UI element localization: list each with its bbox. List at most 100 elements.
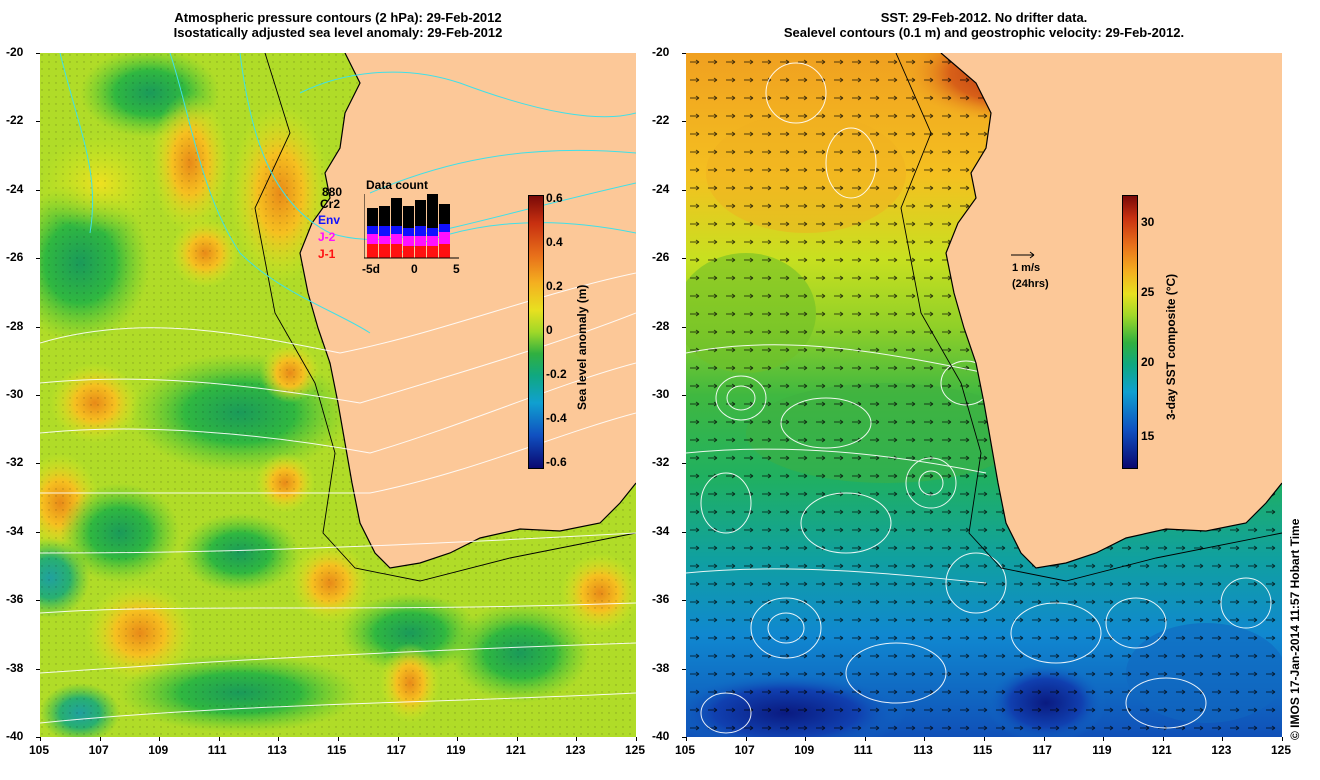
data-count-bar-segment xyxy=(427,236,438,246)
x-tick-mark xyxy=(397,737,399,741)
data-count-bar-segment xyxy=(427,228,438,236)
x-tick-label: 107 xyxy=(88,743,109,757)
x-tick-mark xyxy=(924,737,926,741)
x-tick-mark xyxy=(1103,737,1105,741)
y-tick-mark xyxy=(682,737,686,738)
x-tick-label: 111 xyxy=(207,743,227,757)
x-tick-mark xyxy=(40,737,41,741)
y-tick-label: -28 xyxy=(652,318,670,333)
data-count-bar-segment xyxy=(391,244,402,258)
y-tick-label: -30 xyxy=(652,387,670,401)
y-tick-label: -38 xyxy=(652,660,670,675)
colorbar-tick-label: -0.6 xyxy=(546,455,567,469)
x-tick-label: 115 xyxy=(973,743,993,757)
x-tick-mark xyxy=(1282,737,1283,741)
y-tick-label: -32 xyxy=(6,455,24,470)
y-tick-label: -40 xyxy=(6,729,24,743)
x-tick-label: 115 xyxy=(327,743,347,757)
data-count-title: Data count xyxy=(366,178,429,192)
data-count-bar-segment xyxy=(415,200,426,226)
data-count-bar-segment xyxy=(367,226,378,234)
x-tick-label: 119 xyxy=(446,743,466,757)
data-count-xtick-minus5: -5d xyxy=(362,262,380,276)
colorbar-tick-label: -0.4 xyxy=(546,411,567,425)
y-tick-label: -32 xyxy=(652,455,670,470)
x-tick-mark xyxy=(864,737,866,741)
colorbar-tick-label: 0 xyxy=(546,323,553,337)
data-count-bar-segment xyxy=(379,226,390,236)
x-tick-mark xyxy=(1043,737,1045,741)
y-tick-mark xyxy=(682,258,686,260)
data-count-bar-segment xyxy=(403,206,414,228)
x-tick-label: 121 xyxy=(1151,743,1172,757)
data-count-bar-segment xyxy=(391,226,402,234)
y-tick-mark xyxy=(682,189,686,191)
data-count-bar-segment xyxy=(439,224,450,232)
y-tick-mark xyxy=(682,463,686,465)
source-label-j2: J-2 xyxy=(318,230,336,244)
left-title-line1: Atmospheric pressure contours (2 hPa): 2… xyxy=(174,10,502,25)
colorbar-tick-label: 25 xyxy=(1141,285,1155,299)
y-tick-mark xyxy=(682,53,686,54)
x-tick-mark xyxy=(984,737,985,741)
y-tick-label: -26 xyxy=(6,250,24,265)
y-tick-mark xyxy=(36,326,40,328)
y-tick-label: -24 xyxy=(652,181,670,196)
x-tick-label: 125 xyxy=(1271,743,1292,757)
source-label-env: Env xyxy=(318,213,341,227)
right-map xyxy=(686,53,1282,737)
x-tick-label: 109 xyxy=(794,743,815,757)
data-count-bars xyxy=(364,194,459,259)
colorbar-tick-label: 20 xyxy=(1141,355,1155,369)
x-tick-label: 117 xyxy=(1032,743,1052,757)
x-tick-label: 105 xyxy=(675,743,696,757)
left-title: Atmospheric pressure contours (2 hPa): 2… xyxy=(40,10,636,40)
source-label-880: 880 xyxy=(322,185,343,199)
data-count-bar-segment xyxy=(403,246,414,258)
data-count-bar-segment xyxy=(367,208,378,226)
left-map xyxy=(40,53,636,737)
x-tick-label: 119 xyxy=(1092,743,1112,757)
data-count-bar-segment xyxy=(415,246,426,258)
y-tick-label: -34 xyxy=(6,523,24,538)
x-tick-mark xyxy=(576,737,578,741)
colorbar-tick-label: -0.2 xyxy=(546,367,567,381)
x-tick-label: 113 xyxy=(913,743,933,757)
y-tick-label: -22 xyxy=(6,113,24,128)
credit-text: © IMOS 17-Jan-2014 11:57 Hobart Time xyxy=(1288,518,1302,740)
y-tick-mark xyxy=(682,531,686,533)
colorbar-tick-label: 0.4 xyxy=(546,235,563,249)
x-tick-mark xyxy=(636,737,637,741)
x-tick-label: 111 xyxy=(853,743,873,757)
x-tick-label: 121 xyxy=(505,743,526,757)
data-count-bar-segment xyxy=(427,194,438,228)
x-tick-mark xyxy=(338,737,339,741)
y-tick-mark xyxy=(682,326,686,328)
y-tick-mark xyxy=(36,258,40,260)
colorbar-tick-label: 0.6 xyxy=(546,191,563,205)
x-tick-label: 107 xyxy=(734,743,755,757)
x-tick-mark xyxy=(218,737,220,741)
data-count-bar-segment xyxy=(427,246,438,258)
y-tick-label: -28 xyxy=(6,318,24,333)
y-tick-mark xyxy=(36,737,40,738)
x-tick-label: 109 xyxy=(148,743,169,757)
y-tick-mark xyxy=(36,463,40,465)
x-tick-label: 113 xyxy=(267,743,287,757)
data-count-xtick-5: 5 xyxy=(453,262,460,276)
y-tick-label: -26 xyxy=(652,250,670,265)
y-tick-label: -38 xyxy=(6,660,24,675)
x-tick-mark xyxy=(457,737,459,741)
x-tick-mark xyxy=(159,737,161,741)
y-tick-label: -20 xyxy=(6,45,24,59)
data-count-bar-segment xyxy=(415,226,426,236)
y-tick-label: -24 xyxy=(6,181,24,196)
y-tick-label: -36 xyxy=(6,592,24,607)
x-tick-label: 123 xyxy=(565,743,586,757)
y-tick-label: -36 xyxy=(652,592,670,607)
x-tick-mark xyxy=(1222,737,1224,741)
source-label-cr2: Cr2 xyxy=(320,197,341,211)
data-count-xtick-0: 0 xyxy=(411,262,418,276)
data-count-bar-segment xyxy=(415,236,426,246)
y-tick-label: -34 xyxy=(652,523,670,538)
